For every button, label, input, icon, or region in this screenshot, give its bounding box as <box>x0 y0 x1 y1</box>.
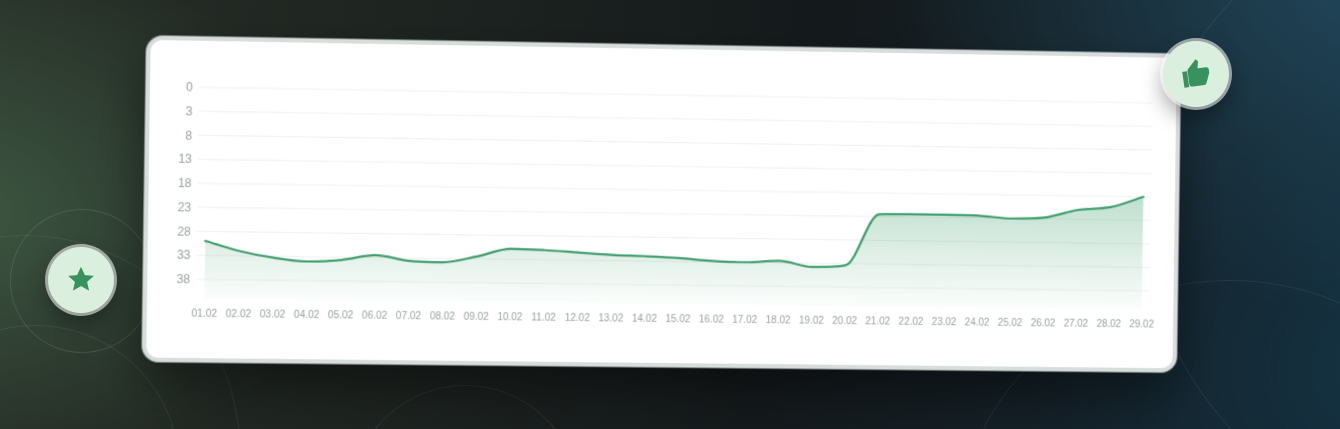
x-tick-label: 17.02 <box>732 314 758 327</box>
star-icon <box>68 266 94 291</box>
x-tick-label: 21.02 <box>865 316 891 328</box>
x-tick-label: 11.02 <box>531 312 556 324</box>
y-tick-label: 18 <box>177 175 192 191</box>
grid-line <box>198 183 1152 197</box>
x-tick-label: 03.02 <box>259 309 286 321</box>
plot-area <box>196 81 1153 310</box>
decorative-circle <box>350 385 580 429</box>
y-tick-label: 0 <box>185 79 194 95</box>
x-tick-label: 20.02 <box>832 315 858 328</box>
x-tick-label: 25.02 <box>997 317 1023 330</box>
area-chart-plot <box>196 81 1153 310</box>
x-tick-label: 27.02 <box>1063 318 1089 330</box>
chart-card: 0 3 8 13 18 23 28 33 38 01.02 02.02 03.02 04.02 05.0… <box>142 35 1181 373</box>
x-tick-label: 08.02 <box>429 311 456 323</box>
series-area <box>204 183 1144 310</box>
x-tick-label: 09.02 <box>463 311 489 323</box>
x-tick-label: 06.02 <box>361 310 388 322</box>
x-tick-label: 19.02 <box>798 315 824 327</box>
star-badge <box>48 247 114 313</box>
x-tick-label: 14.02 <box>631 313 657 325</box>
x-tick-label: 28.02 <box>1096 318 1122 331</box>
x-tick-label: 16.02 <box>698 314 724 326</box>
rank-trend-chart: 0 3 8 13 18 23 28 33 38 01.02 02.02 03.02 04.02 05.0… <box>161 79 1154 359</box>
x-tick-label: 07.02 <box>395 310 422 323</box>
x-tick-label: 13.02 <box>598 313 624 325</box>
x-tick-label: 29.02 <box>1129 319 1154 331</box>
grid-line <box>199 111 1153 126</box>
y-axis: 0 3 8 13 18 23 28 33 38 <box>161 79 199 299</box>
x-tick-label: 12.02 <box>564 312 590 325</box>
grid-line <box>198 159 1152 173</box>
x-tick-label: 22.02 <box>898 316 924 328</box>
y-tick-label: 8 <box>185 127 193 143</box>
y-tick-label: 38 <box>176 271 191 287</box>
x-tick-label: 15.02 <box>665 313 691 326</box>
y-tick-label: 13 <box>178 151 192 167</box>
thumbs-up-icon <box>1182 59 1210 88</box>
y-tick-label: 28 <box>177 223 191 239</box>
x-tick-label: 26.02 <box>1030 318 1056 330</box>
x-tick-label: 05.02 <box>327 310 354 322</box>
x-tick-label: 23.02 <box>931 317 957 329</box>
thumbs-up-badge <box>1163 41 1229 107</box>
y-tick-label: 33 <box>176 247 191 263</box>
x-tick-label: 24.02 <box>964 317 990 329</box>
x-tick-label: 10.02 <box>497 312 523 324</box>
grid-line <box>198 135 1152 150</box>
y-tick-label: 23 <box>177 199 192 215</box>
x-tick-label: 04.02 <box>293 309 320 322</box>
x-tick-label: 18.02 <box>765 315 791 327</box>
grid-line <box>199 87 1153 103</box>
x-tick-label: 01.02 <box>191 308 218 320</box>
y-tick-label: 3 <box>185 103 193 119</box>
x-tick-label: 02.02 <box>225 308 252 321</box>
